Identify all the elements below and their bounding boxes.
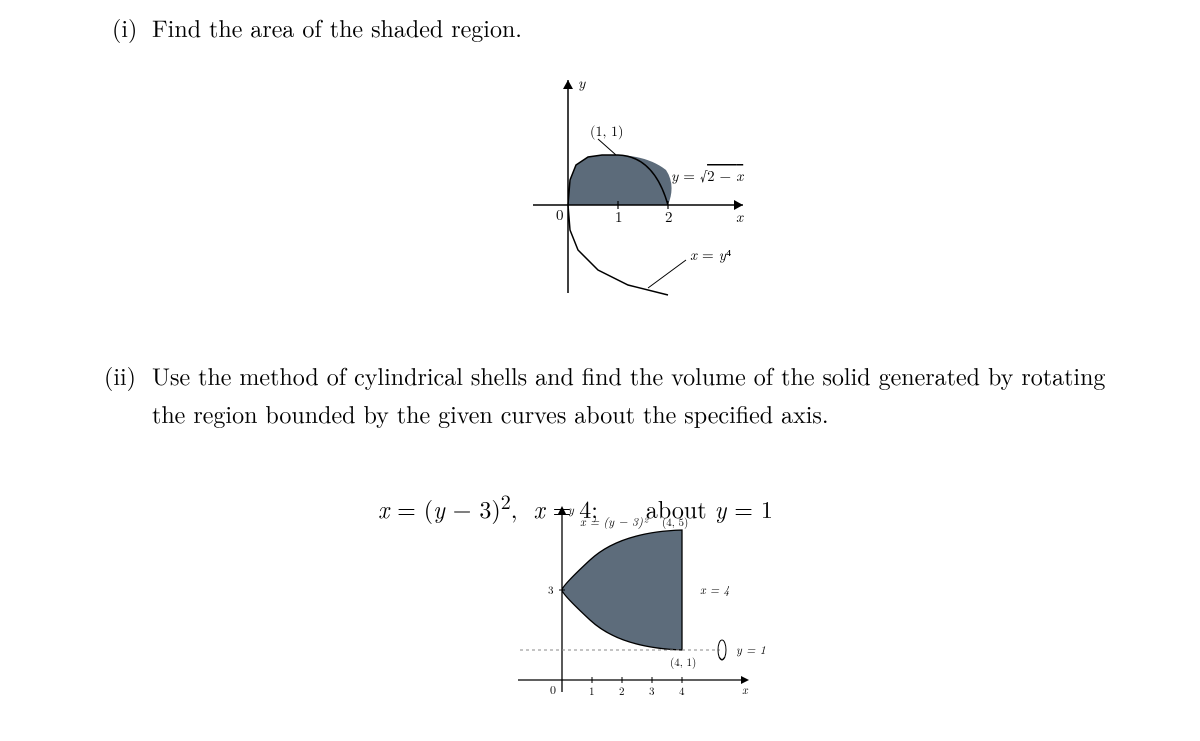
page: (i) Find the area of the shaded region. … (0, 0, 1200, 741)
origin-label-i: 0 (556, 204, 564, 225)
line-y1-label: y = 1 (736, 641, 766, 658)
shaded-region-i (568, 155, 672, 205)
tickx1-label: 1 (589, 684, 595, 699)
tickx3-label: 3 (649, 684, 655, 699)
ticky3-label: 3 (548, 583, 554, 598)
problem-i-text: Find the area of the shaded region. (152, 10, 522, 44)
y-axis-label-i: y (578, 72, 586, 93)
y-axis-label-ii: y (568, 501, 575, 518)
tickx2-label: 2 (619, 684, 625, 699)
pt-top-label: (4, 5) (662, 515, 688, 530)
leader-11 (598, 139, 616, 155)
problem-ii-label: (ii) (104, 358, 136, 392)
tick-1-label: 1 (615, 206, 623, 227)
pt-bot-label: (4, 1) (670, 655, 696, 670)
tick-2-label: 2 (665, 206, 673, 227)
eq-x1: x (378, 491, 389, 525)
problem-i-label: (i) (112, 10, 137, 44)
curve-y4-label: x = y⁴ (690, 244, 731, 265)
eq-y1: y (433, 491, 445, 525)
curve-label-ii: x = (y − 3)² (580, 513, 649, 530)
tickx4-label: 4 (679, 684, 685, 699)
shaded-region-ii (562, 530, 682, 650)
diagram-i: 0 1 2 x y (1, 1) y = √2 − x x = y⁴ (478, 60, 768, 310)
problem-ii-text2: the region bounded by the given curves a… (152, 396, 1132, 430)
eq-m3: − 3) (445, 491, 501, 525)
x-axis-label-ii: x (742, 681, 749, 698)
y-axis-arrow-ii (558, 506, 566, 514)
point-11-label: (1, 1) (590, 121, 623, 141)
line-x4-label: x = 4 (700, 581, 730, 598)
y-axis-arrow-i (563, 80, 573, 89)
origin-label-ii: 0 (550, 681, 556, 698)
rotation-arrowhead (719, 657, 725, 660)
curve-sqrt-label: y = √2 − x (671, 165, 744, 186)
diagram-ii: 0 1 2 3 4 3 x y x = (y − 3)² (4, 5) (4, … (500, 498, 800, 708)
x-axis-label-i: x (736, 206, 744, 227)
leader-y4 (648, 260, 686, 288)
problem-ii-text1: Use the method of cylindrical shells and… (152, 358, 1132, 392)
eq-eq1: = ( (389, 491, 433, 525)
